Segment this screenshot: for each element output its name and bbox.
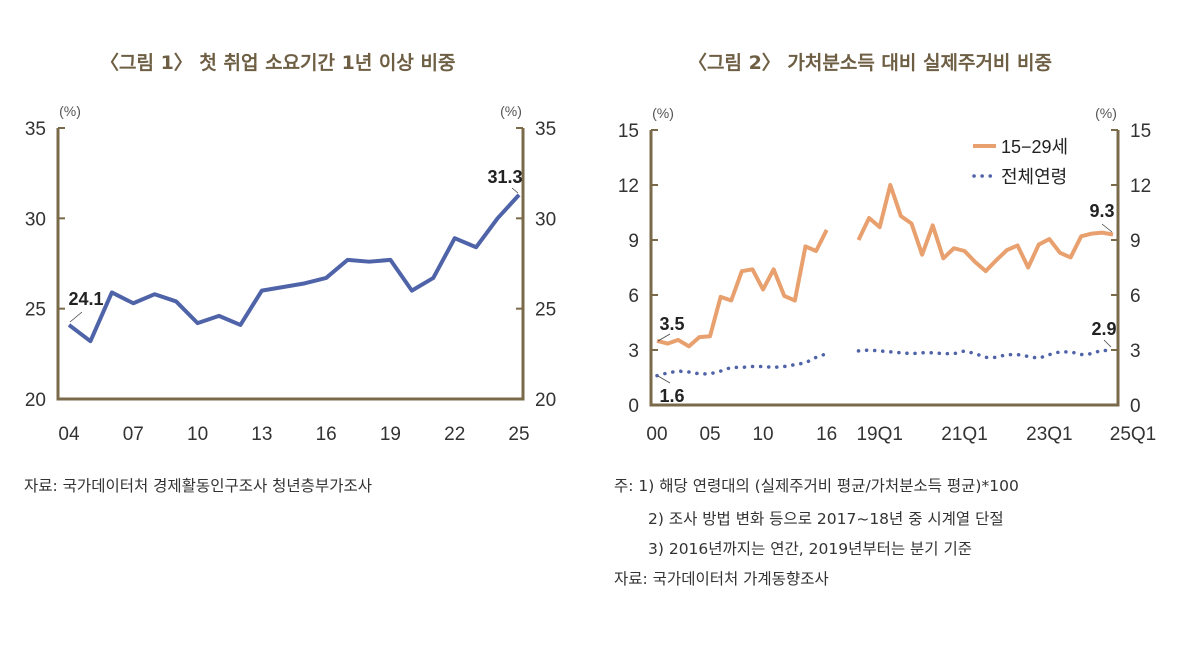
chart2-right-unit: (%): [1095, 105, 1117, 121]
chart2-right-tick-label: 9: [1130, 231, 1141, 252]
chart1-x-tick-label: 04: [58, 424, 80, 445]
chart1-x-tick-label: 10: [187, 424, 208, 445]
chart2-x-tick-label: 19Q1: [856, 424, 902, 445]
chart2-x-tick-label: 05: [699, 424, 720, 445]
chart2-left-tick-label: 6: [628, 286, 639, 307]
chart1-right-unit: (%): [500, 103, 522, 119]
chart2-annotation-all-end: 2.9: [1091, 319, 1116, 339]
chart2-annotation-all-end-leader: [1103, 339, 1112, 348]
chart1-left-unit: (%): [59, 103, 81, 119]
chart1-right-tick-label: 20: [535, 390, 556, 411]
chart2-x-tick-label: 10: [752, 424, 773, 445]
chart1-x-tick-label: 25: [508, 424, 529, 445]
chart1-x-tick-label: 19: [380, 424, 401, 445]
chart2-x-tick-label: 21Q1: [941, 424, 987, 445]
chart2-note-2: 2) 조사 방법 변화 등으로 2017~18년 중 시계열 단절: [648, 510, 1004, 528]
chart2-series-15-29-annual: [656, 229, 829, 349]
chart2-series-all-ages-annual: [655, 351, 829, 378]
chart2-left-tick-label: 12: [618, 176, 639, 197]
chart2-left-tick-label: 9: [628, 231, 639, 252]
chart2-x-tick-label: 23Q1: [1026, 424, 1072, 445]
chart2-right-tick-label: 12: [1130, 176, 1151, 197]
chart2-title: 〈그림 2〉 가처분소득 대비 실제주거비 비중: [688, 52, 1052, 74]
chart1-source: 자료: 국가데이터처 경제활동인구조사 청년층부가조사: [24, 477, 372, 495]
chart2-left-tick-label: 15: [618, 121, 639, 142]
chart2-annotation-15-29-start: 3.5: [659, 314, 684, 334]
chart1-left-tick-label: 25: [25, 300, 46, 321]
chart2-annotation-15-29-start-leader: [657, 333, 671, 342]
chart1-x-tick-label: 16: [316, 424, 337, 445]
chart2-annotation-15-29-end: 9.3: [1089, 201, 1114, 221]
chart2-note-3: 3) 2016년까지는 연간, 2019년부터는 분기 기준: [648, 540, 973, 558]
chart2-note-1: 주: 1) 해당 연령대의 (실제주거비 평균/가처분소득 평균)*100: [614, 477, 1019, 495]
chart2-right-tick-label: 15: [1130, 121, 1151, 142]
chart2-annotation-all-start: 1.6: [659, 386, 684, 406]
chart2-axes-frame: [649, 130, 1120, 407]
chart2-annotation-15-29-end-leader: [1101, 223, 1113, 233]
chart1-title: 〈그림 1〉 첫 취업 소요기간 1년 이상 비중: [100, 52, 456, 74]
chart1-axes-frame: [56, 128, 525, 401]
chart2-right-tick-label: 6: [1130, 286, 1141, 307]
chart1-annotation-start: 24.1: [68, 289, 103, 309]
chart2-annotation-all-start-leader: [657, 375, 671, 384]
chart1-x-tick-label: 13: [251, 424, 272, 445]
chart2-left-unit: (%): [652, 105, 674, 121]
chart1-left-tick-label: 35: [25, 119, 46, 140]
chart1-right-tick-label: 30: [535, 209, 556, 230]
chart2-x-tick-label: 16: [816, 424, 837, 445]
chart1-series-line: [67, 193, 521, 344]
chart2-right-tick-label: 0: [1130, 396, 1141, 417]
chart1-x-tick-label: 07: [123, 424, 144, 445]
chart1-x-tick-label: 22: [444, 424, 465, 445]
chart2-right-tick-label: 3: [1130, 341, 1141, 362]
chart1-left-tick-label: 20: [25, 390, 46, 411]
chart2-left-tick-label: 3: [628, 341, 639, 362]
chart1-annotation-end: 31.3: [487, 167, 522, 187]
chart2-series-all-ages-quarterly: [856, 348, 1115, 360]
legend-15-29-label: 15−29세: [1001, 137, 1068, 157]
chart1-annotation-start-leader: [69, 311, 83, 323]
chart1-right-tick-label: 35: [535, 119, 556, 140]
chart2-series-15-29-quarterly: [856, 183, 1114, 274]
chart1-annotation-end-leader: [511, 187, 519, 194]
chart2-source: 자료: 국가데이터처 가계동향조사: [614, 570, 829, 588]
chart2-x-tick-label: 25Q1: [1110, 424, 1156, 445]
legend-all-ages-label: 전체연령: [1001, 167, 1067, 187]
chart1-right-tick-label: 25: [535, 300, 556, 321]
chart2-left-tick-label: 0: [628, 396, 639, 417]
chart1-left-tick-label: 30: [25, 209, 46, 230]
chart2-x-tick-label: 00: [646, 424, 667, 445]
